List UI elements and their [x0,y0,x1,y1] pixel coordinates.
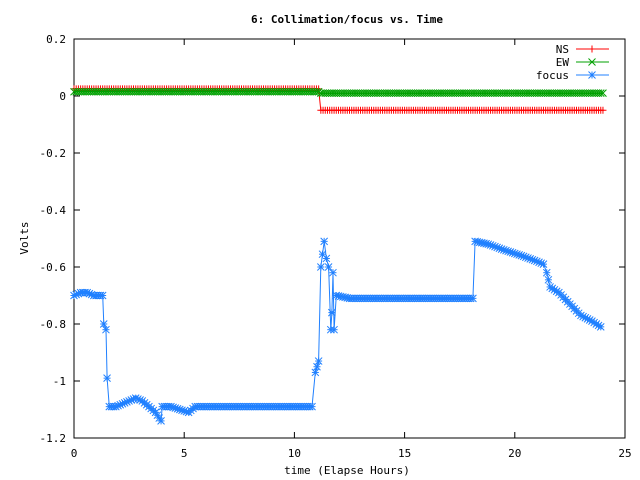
data-point-marker [544,275,553,284]
legend-item-ew: EW [556,56,609,69]
data-point-marker [314,87,323,96]
x-axis-label: time (Elapse Hours) [284,464,410,477]
data-point-marker [98,291,107,300]
x-axis-ticks: 0 5 10 15 20 25 [71,39,632,460]
y-axis-label: Volts [18,221,31,254]
data-point-marker [316,263,325,271]
x-tick-label: 20 [508,447,521,460]
data-point-marker [469,294,477,303]
data-point-marker [320,237,329,246]
data-point-marker [596,322,605,331]
series-focus [70,237,605,425]
x-tick-label: 25 [618,447,631,460]
data-point-marker [322,254,331,263]
data-point-marker [313,362,321,371]
y-axis-ticks: 0.2 0 -0.2 -0.4 -0.6 -0.8 -1 -1.2 [40,33,625,445]
data-point-marker [539,260,548,269]
data-point-marker [312,87,321,96]
data-point-marker [157,417,165,425]
legend-label: EW [556,56,570,69]
data-point-marker [314,357,323,365]
legend-item-focus: focus [536,69,609,82]
x-tick-label: 10 [288,447,301,460]
series-line [73,240,602,423]
y-tick-label: -0.6 [40,261,67,274]
y-tick-label: -0.2 [40,147,67,160]
series-layer [70,85,607,425]
series-ew [70,87,607,98]
y-tick-label: 0 [59,90,66,103]
data-point-marker [588,45,596,53]
data-point-marker [588,71,596,79]
x-tick-label: 5 [181,447,188,460]
y-tick-label: -1.2 [40,432,67,445]
data-point-marker [599,89,607,98]
data-point-marker [102,325,110,334]
data-point-marker [103,374,111,383]
data-point-marker [542,268,551,277]
data-point-marker [324,263,333,271]
data-point-marker [588,58,596,66]
legend-item-ns: NS [556,43,609,56]
data-point-marker [328,308,336,317]
plot-frame [73,38,626,439]
data-point-marker [588,317,596,326]
data-point-marker [311,368,320,377]
legend-label: NS [556,43,569,56]
data-point-marker [330,325,338,334]
data-point-marker [308,402,316,411]
data-point-marker [599,106,607,114]
x-tick-label: 15 [398,447,411,460]
y-tick-label: -0.8 [40,318,67,331]
chart-title: 6: Collimation/focus vs. Time [251,13,443,26]
x-tick-label: 0 [71,447,78,460]
y-tick-label: -1 [53,375,66,388]
data-point-marker [99,320,108,328]
data-point-marker [596,89,605,98]
y-tick-label: -0.4 [40,204,67,217]
data-point-marker [329,268,337,277]
y-tick-label: 0.2 [46,33,66,46]
legend-label: focus [536,69,569,82]
